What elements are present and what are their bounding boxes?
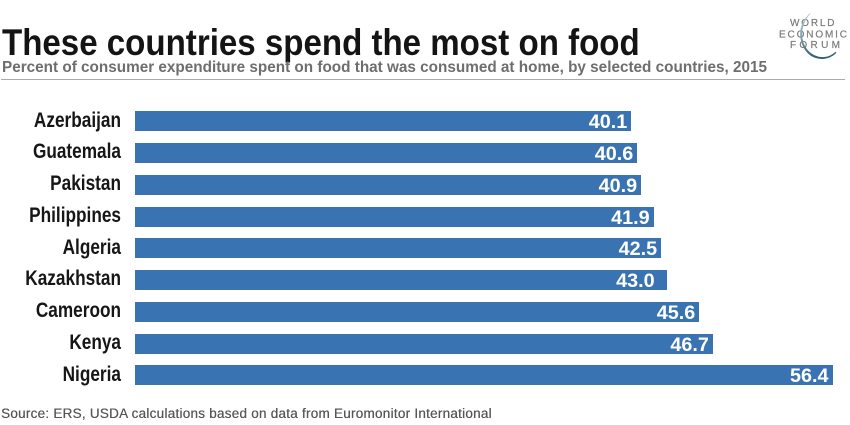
svg-text:ECONOMIC: ECONOMIC [779, 29, 847, 40]
svg-text:WORLD: WORLD [790, 18, 835, 29]
svg-text:FORUM: FORUM [790, 40, 840, 51]
